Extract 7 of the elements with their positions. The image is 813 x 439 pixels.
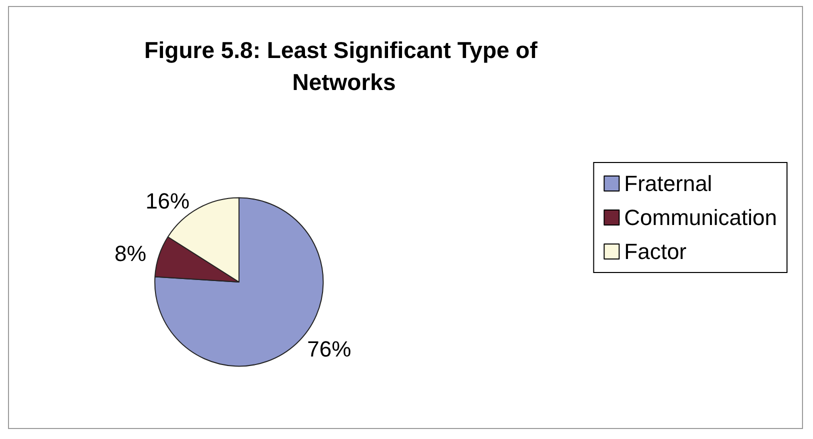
legend-label: Factor <box>624 239 687 264</box>
chart-title: Figure 5.8: Least Significant Type of Networks <box>144 37 544 95</box>
data-label: 16% <box>146 188 190 214</box>
legend-label: Fraternal <box>624 171 712 196</box>
data-label: 76% <box>307 336 352 362</box>
legend-label: Communication <box>624 205 778 230</box>
data-label: 8% <box>114 241 146 266</box>
